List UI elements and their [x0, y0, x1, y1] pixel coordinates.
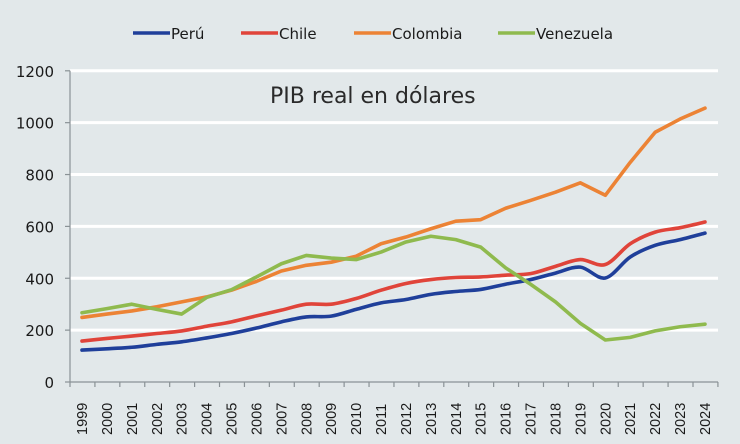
legend-label-venezuela: Venezuela: [536, 25, 613, 43]
x-tick-label: 2019: [573, 403, 589, 435]
legend-item-chile: Chile: [241, 25, 317, 43]
x-tick-label: 2024: [698, 403, 714, 435]
x-tick-label: 2002: [150, 403, 166, 435]
x-tick-label: 2012: [399, 403, 415, 435]
x-tick-label: 2018: [548, 403, 564, 435]
x-tick-label: 2005: [225, 403, 241, 435]
legend: Perú Chile Colombia Venezuela: [133, 25, 613, 43]
x-tick-label: 2009: [324, 403, 340, 435]
y-tick-label: 1000: [16, 115, 54, 133]
chart-title: PIB real en dólares: [270, 84, 476, 109]
x-tick-label: 2004: [200, 403, 216, 435]
x-tick-label: 2016: [499, 403, 515, 435]
y-tick-label: 1200: [16, 63, 54, 81]
x-tick-label: 2013: [424, 403, 440, 435]
x-tick-label: 2023: [673, 403, 689, 435]
series-line-chile: [80, 220, 707, 343]
x-tick-label: 2017: [524, 403, 540, 435]
legend-item-peru: Perú: [133, 25, 204, 43]
x-tick-label: 2022: [648, 403, 664, 435]
legend-item-colombia: Colombia: [354, 25, 463, 43]
x-tick-label: 2011: [374, 404, 390, 435]
y-tick-labels: 0 200 400 600 800 1000 1200: [16, 63, 54, 392]
x-tick-label: 2015: [474, 403, 490, 435]
x-tick-label: 2006: [249, 403, 265, 435]
x-tick-label: 2001: [125, 403, 141, 435]
y-tick-label: 0: [44, 374, 54, 392]
gridlines: [70, 69, 718, 332]
x-tick-label: 2021: [623, 403, 639, 435]
x-tick-label: 2003: [175, 403, 191, 435]
y-tick-label: 800: [25, 167, 54, 185]
y-tick-label: 600: [25, 218, 54, 236]
x-tick-label: 2000: [100, 403, 116, 435]
x-tick-label: 2010: [349, 403, 365, 435]
legend-label-chile: Chile: [279, 25, 317, 43]
series-line-colombia: [80, 106, 707, 320]
axes: [65, 70, 719, 387]
x-tick-labels: 1999 2000 2001 2002 2003 2004 2005 2006 2007 2008…: [75, 403, 714, 435]
series-lines: [80, 106, 707, 352]
x-tick-label: 2008: [299, 403, 315, 435]
legend-label-peru: Perú: [171, 25, 204, 43]
y-tick-label: 200: [25, 322, 54, 340]
legend-item-venezuela: Venezuela: [498, 25, 613, 43]
series-line-venezuela: [80, 234, 707, 342]
series-line-peru: [80, 231, 707, 352]
x-tick-label: 2020: [598, 403, 614, 435]
legend-label-colombia: Colombia: [392, 25, 463, 43]
x-tick-label: 2007: [274, 403, 290, 435]
x-tick-label: 1999: [75, 403, 91, 435]
x-tick-label: 2014: [449, 403, 465, 435]
y-tick-label: 400: [25, 270, 54, 288]
